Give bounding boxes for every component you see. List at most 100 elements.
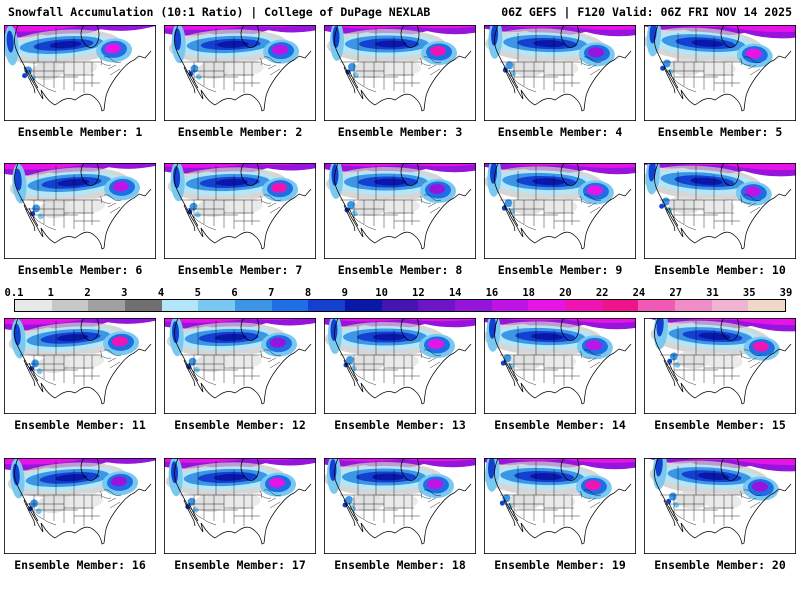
map-linework-coast bbox=[334, 163, 472, 250]
colorbar-tick: 27 bbox=[669, 287, 683, 299]
colorbar-segment bbox=[198, 300, 236, 311]
ensemble-member-label: Ensemble Member: 1 bbox=[17, 125, 143, 139]
map-linework-borders bbox=[20, 321, 122, 386]
ensemble-member-label: Ensemble Member: 10 bbox=[654, 263, 786, 277]
ensemble-map bbox=[484, 458, 636, 554]
ensemble-map bbox=[164, 318, 316, 414]
snow-shading bbox=[4, 318, 156, 375]
map-linework-borders bbox=[20, 28, 122, 93]
ensemble-panel: Ensemble Member: 19 bbox=[480, 458, 640, 572]
map-linework-coast bbox=[654, 458, 792, 545]
colorbar-tick: 7 bbox=[268, 287, 275, 299]
map-linework-coast bbox=[14, 458, 152, 545]
map-linework-coast bbox=[174, 458, 312, 545]
colorbar-tick: 35 bbox=[742, 287, 756, 299]
ensemble-map bbox=[4, 25, 156, 121]
map-linework-coast bbox=[494, 25, 632, 112]
map-linework-borders bbox=[340, 321, 442, 386]
ensemble-map bbox=[644, 163, 796, 259]
map-linework-borders bbox=[180, 321, 282, 386]
map-linework-coast bbox=[654, 163, 792, 250]
ensemble-map bbox=[324, 25, 476, 121]
map-linework-coast bbox=[334, 458, 472, 545]
colorbar-tick: 2 bbox=[84, 287, 91, 299]
map-linework-borders bbox=[340, 166, 442, 231]
map-linework-coast bbox=[174, 318, 312, 405]
panel-row-3: Ensemble Member: 11 Ense bbox=[0, 318, 800, 432]
colorbar-tick: 8 bbox=[304, 287, 312, 299]
snow-shading bbox=[484, 163, 636, 215]
ensemble-map bbox=[484, 163, 636, 259]
ensemble-member-label: Ensemble Member: 14 bbox=[494, 418, 626, 432]
map-linework-coast bbox=[654, 25, 792, 112]
colorbar-tick: 12 bbox=[412, 287, 425, 299]
map-linework-borders bbox=[500, 461, 602, 526]
ensemble-panel: Ensemble Member: 7 bbox=[160, 163, 320, 277]
map-linework-borders bbox=[500, 321, 602, 386]
colorbar-tick: 1 bbox=[47, 287, 54, 299]
map-linework-borders bbox=[340, 461, 442, 526]
ensemble-member-label: Ensemble Member: 20 bbox=[654, 558, 786, 572]
map-linework-borders bbox=[660, 166, 762, 231]
snow-shading bbox=[324, 163, 476, 216]
ensemble-panel: Ensemble Member: 16 bbox=[0, 458, 160, 572]
colorbar-segment bbox=[491, 300, 529, 311]
colorbar-segment bbox=[88, 300, 126, 311]
map-linework-coast bbox=[334, 318, 472, 405]
map-linework-borders bbox=[180, 461, 282, 526]
colorbar-segment bbox=[161, 300, 199, 311]
ensemble-member-label: Ensemble Member: 15 bbox=[654, 418, 786, 432]
colorbar-tick: 10 bbox=[375, 287, 388, 299]
ensemble-member-label: Ensemble Member: 4 bbox=[497, 125, 623, 139]
colorbar-tick: 9 bbox=[341, 287, 349, 299]
snow-shading bbox=[484, 25, 636, 77]
map-linework-coast bbox=[174, 163, 312, 250]
ensemble-map bbox=[644, 458, 796, 554]
colorbar-segment bbox=[748, 300, 786, 311]
colorbar-segment bbox=[271, 300, 309, 311]
ensemble-map bbox=[324, 458, 476, 554]
colorbar-tick: 18 bbox=[522, 287, 535, 299]
snow-shading bbox=[4, 25, 156, 82]
map-linework-borders bbox=[340, 28, 442, 93]
ensemble-map bbox=[164, 163, 316, 259]
ensemble-panel: Ensemble Member: 13 bbox=[320, 318, 480, 432]
colorbar-tick: 16 bbox=[485, 287, 499, 299]
colorbar-tick: 6 bbox=[231, 287, 238, 299]
ensemble-map bbox=[324, 318, 476, 414]
ensemble-panel: Ensemble Member: 17 bbox=[160, 458, 320, 572]
ensemble-panel: Ensemble Member: 5 bbox=[640, 25, 800, 139]
ensemble-member-label: Ensemble Member: 3 bbox=[337, 125, 463, 139]
snow-shading bbox=[644, 318, 796, 370]
map-linework-borders bbox=[660, 321, 762, 386]
colorbar-tick: 0.1 bbox=[4, 287, 24, 299]
ensemble-member-label: Ensemble Member: 7 bbox=[177, 263, 303, 277]
map-linework-coast bbox=[334, 25, 472, 112]
colorbar-tick: 4 bbox=[157, 287, 165, 299]
colorbar-segment bbox=[565, 300, 602, 311]
map-linework-coast bbox=[494, 163, 632, 250]
panel-row-1: Ensemble Member: 1 Ensem bbox=[0, 25, 800, 139]
ensemble-panel: Ensemble Member: 12 bbox=[160, 318, 320, 432]
map-linework-borders bbox=[180, 166, 282, 231]
ensemble-member-label: Ensemble Member: 12 bbox=[174, 418, 306, 432]
panel-row-4: Ensemble Member: 16 Ense bbox=[0, 458, 800, 572]
ensemble-map bbox=[4, 163, 156, 259]
ensemble-member-label: Ensemble Member: 6 bbox=[17, 263, 143, 277]
ensemble-map bbox=[4, 458, 156, 554]
map-linework-coast bbox=[14, 163, 152, 250]
map-linework-coast bbox=[494, 318, 632, 405]
ensemble-panel: Ensemble Member: 3 bbox=[320, 25, 480, 139]
colorbar-tick: 22 bbox=[595, 287, 609, 299]
ensemble-member-label: Ensemble Member: 2 bbox=[177, 125, 303, 139]
ensemble-panel: Ensemble Member: 15 bbox=[640, 318, 800, 432]
colorbar-segment bbox=[711, 300, 749, 311]
colorbar-tick: 5 bbox=[194, 287, 201, 299]
ensemble-map bbox=[324, 163, 476, 259]
colorbar-segment bbox=[345, 300, 382, 311]
snow-shading bbox=[644, 163, 796, 215]
map-linework-coast bbox=[14, 318, 152, 405]
colorbar-segment bbox=[51, 300, 89, 311]
ensemble-panel: Ensemble Member: 6 bbox=[0, 163, 160, 277]
